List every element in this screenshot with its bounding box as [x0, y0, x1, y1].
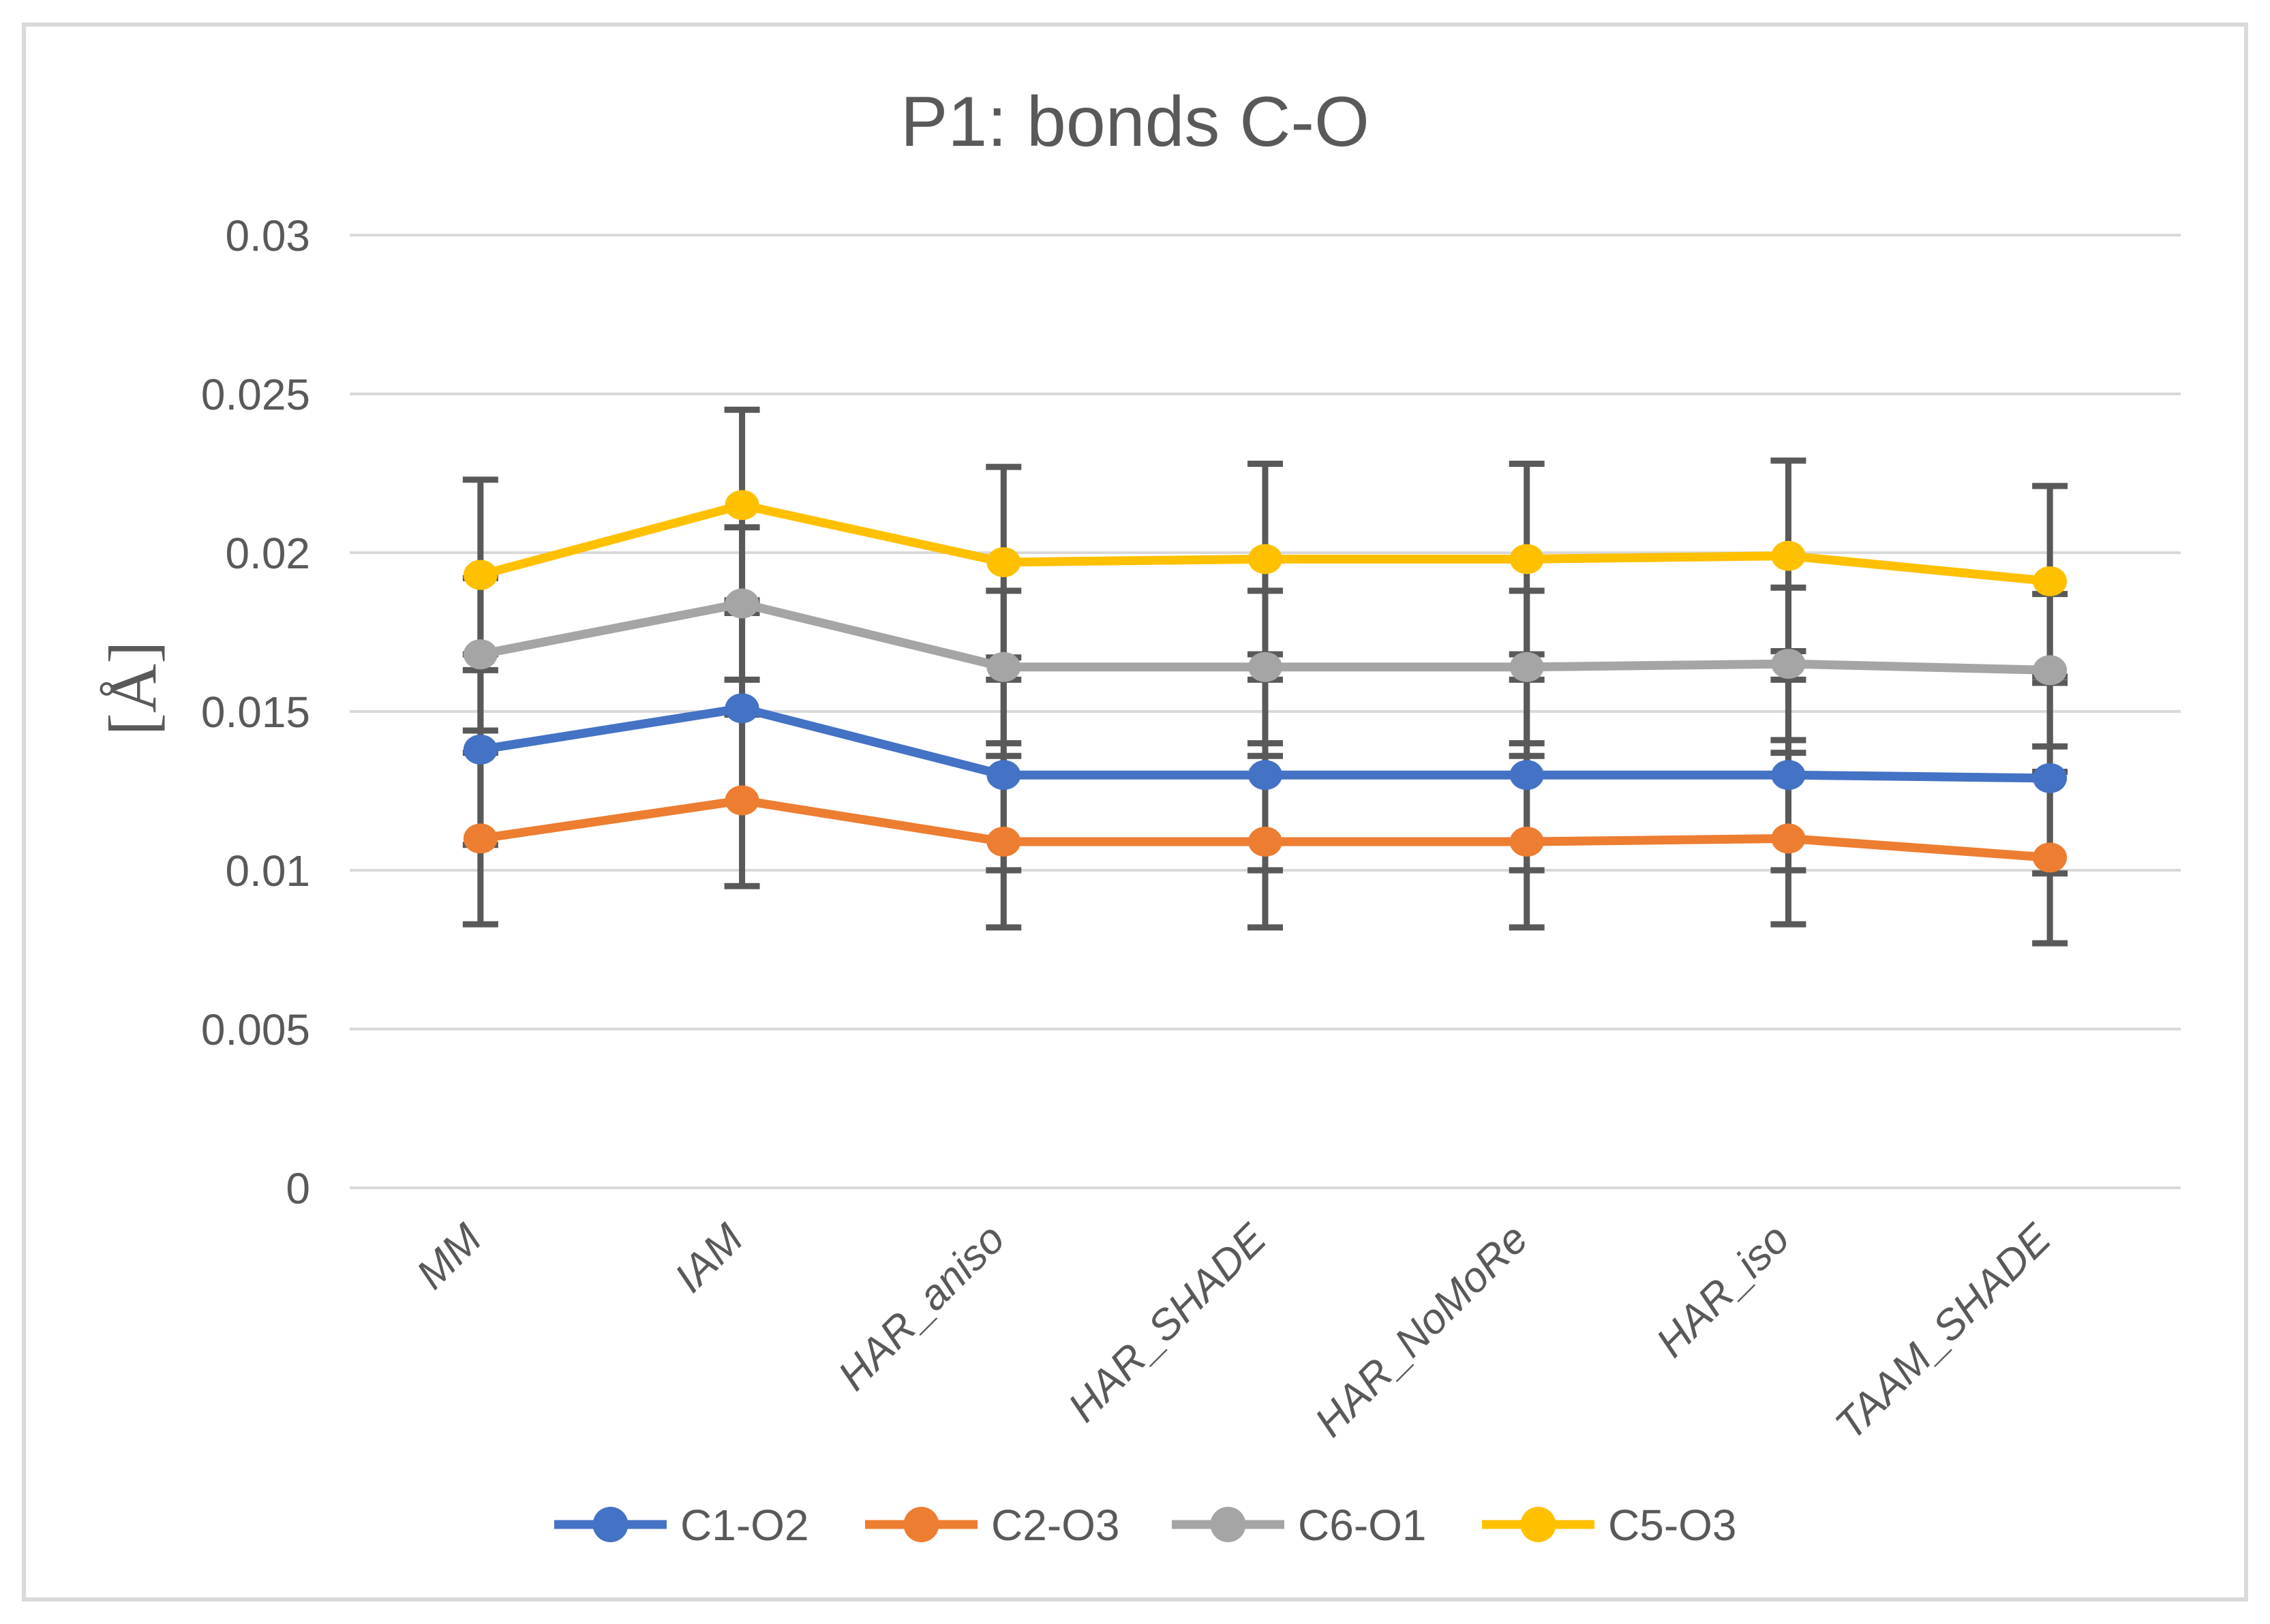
y-axis-tick-labels: 0 0.005 0.01 0.015 0.02 0.025 0.03 [201, 211, 310, 1213]
series-C2-O3 [463, 785, 2068, 873]
legend-marker-icon-C1-O2 [592, 1507, 629, 1542]
data-point-C1-O2-HAR_aniso [986, 760, 1021, 791]
data-point-C5-O3-IAM [725, 490, 759, 521]
data-point-C2-O3-TAAM_SHADE [2033, 842, 2068, 873]
data-point-C6-O1-HAR_iso [1771, 649, 1806, 679]
legend-item-C5-O3: C5-O3 [1482, 1501, 1737, 1550]
data-point-C1-O2-HAR_iso [1771, 760, 1806, 791]
y-tick-label-0.02: 0.02 [225, 529, 310, 578]
legend-label-C1-O2: C1-O2 [680, 1501, 809, 1550]
data-point-C1-O2-MM [463, 734, 498, 765]
series-layer [463, 490, 2068, 873]
y-tick-label-0.005: 0.005 [201, 1005, 310, 1054]
data-point-C5-O3-HAR_NoMoRe [1509, 544, 1544, 574]
data-point-C6-O1-IAM [725, 588, 759, 619]
chart-frame-border [22, 22, 2248, 1602]
data-point-C6-O1-TAAM_SHADE [2033, 655, 2068, 686]
data-point-C6-O1-MM [463, 639, 498, 670]
y-tick-label-0: 0 [286, 1164, 310, 1213]
legend-item-C2-O3: C2-O3 [865, 1501, 1120, 1550]
legend-marker-icon-C6-O1 [1210, 1507, 1246, 1542]
legend-item-C1-O2: C1-O2 [554, 1501, 809, 1550]
legend-label-C6-O1: C6-O1 [1298, 1501, 1427, 1550]
data-point-C5-O3-HAR_SHADE [1248, 544, 1282, 574]
data-point-C1-O2-IAM [725, 693, 759, 724]
series-C1-O2 [463, 693, 2068, 793]
y-tick-label-0.01: 0.01 [225, 846, 310, 895]
y-tick-label-0.025: 0.025 [201, 370, 310, 419]
legend-label-C2-O3: C2-O3 [991, 1501, 1120, 1550]
legend-marker-icon-C2-O3 [903, 1507, 939, 1542]
legend-item-C6-O1: C6-O1 [1172, 1501, 1427, 1550]
data-point-C6-O1-HAR_NoMoRe [1509, 652, 1544, 682]
legend-marker-icon-C5-O3 [1520, 1507, 1556, 1542]
y-tick-label-0.015: 0.015 [201, 688, 310, 737]
series-C6-O1 [463, 588, 2068, 686]
y-axis-title: [Å] [95, 641, 170, 736]
legend-label-C5-O3: C5-O3 [1608, 1501, 1737, 1550]
data-point-C5-O3-MM [463, 560, 498, 590]
data-point-C5-O3-TAAM_SHADE [2033, 566, 2068, 596]
data-point-C6-O1-HAR_aniso [986, 652, 1021, 682]
data-point-C2-O3-HAR_NoMoRe [1509, 827, 1544, 857]
data-point-C2-O3-HAR_SHADE [1248, 827, 1282, 857]
data-point-C2-O3-MM [463, 823, 498, 854]
y-tick-label-0.03: 0.03 [225, 211, 310, 260]
data-point-C1-O2-TAAM_SHADE [2033, 763, 2068, 793]
data-point-C2-O3-HAR_aniso [986, 827, 1021, 857]
data-point-C6-O1-HAR_SHADE [1248, 652, 1282, 682]
chart-title: P1: bonds C-O [901, 82, 1369, 162]
legend: C1-O2 C2-O3 C6-O1 C5-O3 [554, 1501, 1737, 1550]
data-point-C1-O2-HAR_NoMoRe [1509, 760, 1544, 791]
series-C5-O3 [463, 490, 2068, 596]
data-point-C5-O3-HAR_iso [1771, 540, 1806, 571]
data-point-C2-O3-IAM [725, 785, 759, 816]
data-point-C2-O3-HAR_iso [1771, 823, 1806, 854]
data-point-C1-O2-HAR_SHADE [1248, 760, 1282, 791]
data-point-C5-O3-HAR_aniso [986, 547, 1021, 577]
